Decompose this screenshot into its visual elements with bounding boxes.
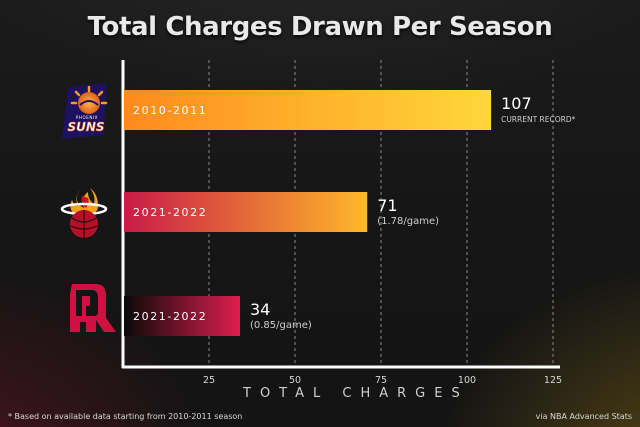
- source-note: via NBA Advanced Stats: [535, 412, 632, 421]
- bar-value-label: 107: [501, 94, 532, 113]
- footnote: * Based on available data starting from …: [8, 412, 243, 421]
- bar-annotation: (0.85/game): [250, 320, 312, 331]
- bar-annotation: (1.78/game): [377, 216, 439, 227]
- x-tick-label: 50: [289, 375, 301, 386]
- bars: 2010-2011 107 CURRENT RECORD* 2021-2022 71(1…: [124, 90, 576, 336]
- bar-value-label: 71: [377, 196, 397, 215]
- bar-annotation: CURRENT RECORD*: [501, 115, 576, 124]
- bar: [124, 90, 492, 130]
- x-axis-title: TOTAL CHARGES: [243, 386, 469, 401]
- bar-category-label: 2021-2022: [133, 310, 207, 323]
- x-tick-label: 125: [544, 375, 562, 386]
- suns-logo-phoenix-text: PHOENIX: [76, 115, 98, 120]
- bar-value-label: 34: [250, 300, 270, 319]
- rockets-logo: [70, 284, 116, 332]
- chart-title: Total Charges Drawn Per Season: [87, 12, 553, 42]
- bar: [124, 296, 240, 336]
- heat-logo: [60, 188, 108, 238]
- x-tick-label: 100: [458, 375, 476, 386]
- bar-category-label: 2021-2022: [133, 206, 207, 219]
- x-tick-labels: 25 50 75 100 125: [203, 375, 562, 386]
- suns-logo-wordmark: SUNS: [67, 120, 104, 134]
- x-tick-label: 25: [203, 375, 215, 386]
- suns-logo: PHOENIX SUNS: [62, 83, 108, 139]
- x-tick-label: 75: [375, 375, 387, 386]
- bar: [124, 192, 368, 232]
- bar-category-label: 2010-2011: [133, 104, 207, 117]
